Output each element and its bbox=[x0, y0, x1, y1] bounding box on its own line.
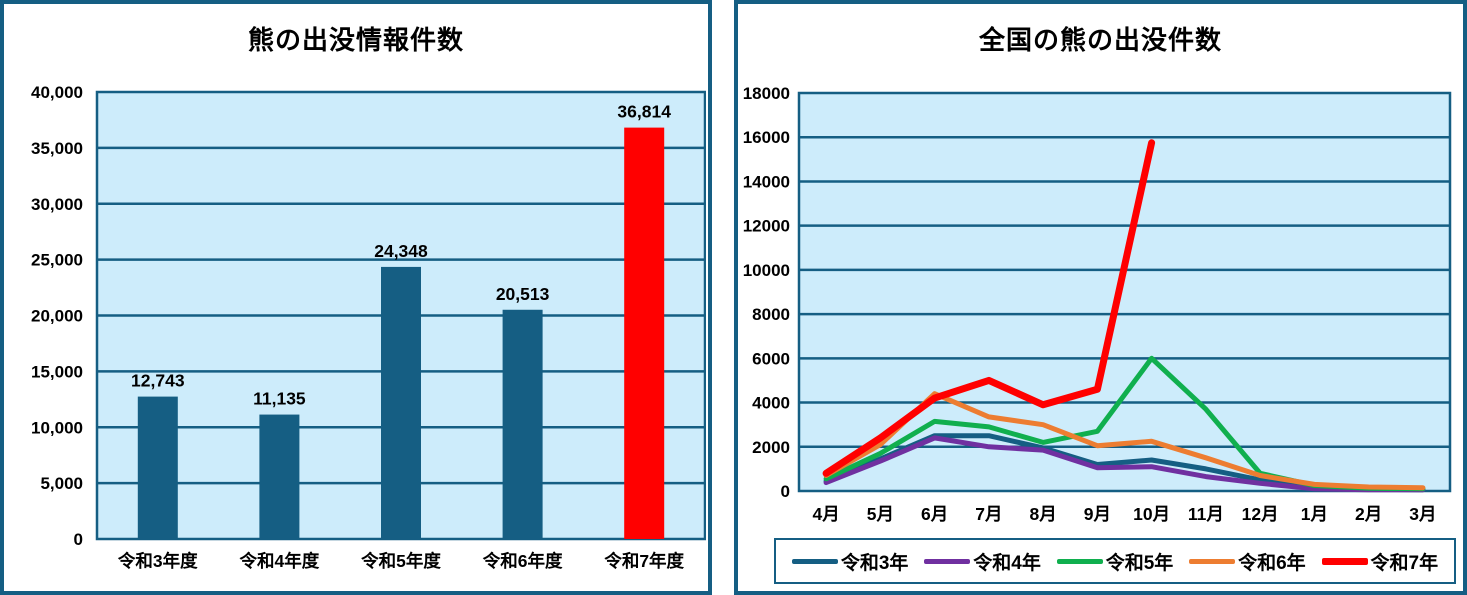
bar-chart-canvas: 0 5,000 10,000 15,000 20,000 25,000 30,000 35,0… bbox=[31, 83, 706, 571]
y-axis-tick-label: 0 bbox=[74, 530, 83, 549]
x-axis-category-label: 令和7年度 bbox=[604, 551, 684, 571]
legend-line-swatch bbox=[924, 558, 971, 564]
y-axis-tick-label: 5,000 bbox=[40, 474, 83, 493]
y-axis-tick-label: 0 bbox=[781, 482, 790, 501]
legend-label: 令和6年 bbox=[1238, 552, 1306, 574]
x-axis-category-label: 令和6年度 bbox=[483, 551, 563, 571]
y-axis-tick-label: 10,000 bbox=[31, 418, 83, 437]
y-axis-tick-label: 12000 bbox=[743, 217, 790, 236]
x-axis-month-label: 9月 bbox=[1084, 504, 1111, 524]
y-axis-tick-label: 6000 bbox=[752, 349, 790, 368]
x-axis-month-label: 4月 bbox=[813, 504, 840, 524]
legend-label: 令和7年 bbox=[1370, 552, 1439, 574]
bar-令和5年度 bbox=[381, 266, 421, 539]
legend-line-swatch bbox=[1189, 558, 1236, 564]
x-axis-month-label: 11月 bbox=[1188, 504, 1224, 524]
legend-item-令和5年: 令和5年 bbox=[1056, 548, 1174, 575]
y-axis-tick-label: 40,000 bbox=[31, 83, 83, 102]
x-axis-month-label: 6月 bbox=[921, 504, 948, 524]
x-axis-month-label: 10月 bbox=[1133, 504, 1170, 524]
line-chart-panel: 全国の熊の出没件数 0 2000 4000 6000 8000 10000 12000 140… bbox=[734, 0, 1467, 595]
x-axis-month-label: 1月 bbox=[1301, 504, 1328, 524]
bar-value-label: 12,743 bbox=[131, 371, 185, 391]
bar-chart-panel: 熊の出没情報件数 0 5,000 10,000 15,000 20,000 25,000 3… bbox=[0, 0, 712, 595]
legend-line-swatch bbox=[791, 558, 838, 564]
legend-line-swatch bbox=[1321, 557, 1368, 565]
y-axis-tick-label: 25,000 bbox=[31, 251, 83, 270]
plot-area bbox=[797, 91, 1452, 493]
bar-令和4年度 bbox=[259, 414, 300, 539]
x-axis-category-label: 令和5年度 bbox=[361, 551, 441, 571]
x-axis-month-label: 7月 bbox=[975, 504, 1002, 524]
x-axis-category-label: 令和4年度 bbox=[240, 551, 320, 571]
y-axis-tick-label: 20,000 bbox=[31, 307, 83, 326]
y-axis-tick-label: 10000 bbox=[743, 261, 790, 280]
y-axis-tick-label: 35,000 bbox=[31, 139, 83, 158]
legend-line-swatch bbox=[1056, 558, 1103, 564]
legend-label: 令和4年 bbox=[973, 552, 1041, 574]
legend-item-令和7年: 令和7年 bbox=[1321, 548, 1439, 575]
bar-令和6年度 bbox=[502, 309, 543, 539]
bar-chart-title: 熊の出没情報件数 bbox=[247, 25, 464, 55]
bar-value-label: 20,513 bbox=[496, 284, 550, 304]
y-axis-tick-label: 4000 bbox=[752, 394, 790, 413]
y-axis-tick-label: 30,000 bbox=[31, 195, 83, 214]
x-axis-category-label: 令和3年度 bbox=[118, 551, 198, 571]
bar-令和7年度 bbox=[624, 127, 665, 539]
x-axis-month-label: 3月 bbox=[1409, 504, 1436, 524]
y-axis-tick-label: 16000 bbox=[743, 128, 790, 147]
legend-label: 令和3年 bbox=[840, 552, 909, 574]
bar-令和3年度 bbox=[137, 396, 178, 539]
x-axis-month-label: 12月 bbox=[1242, 504, 1279, 524]
bar-value-label: 36,814 bbox=[617, 102, 671, 122]
y-axis-tick-label: 8000 bbox=[752, 305, 790, 324]
y-axis-tick-label: 2000 bbox=[752, 438, 790, 457]
bar-value-label: 24,348 bbox=[374, 241, 428, 261]
x-axis-month-label: 5月 bbox=[867, 504, 894, 524]
line-chart-legend: 令和3年 令和4年 令和5年 令和6年 令和7年 bbox=[774, 538, 1456, 584]
legend-label: 令和5年 bbox=[1105, 552, 1174, 574]
bar-value-label: 11,135 bbox=[253, 389, 306, 409]
y-axis-tick-label: 14000 bbox=[743, 172, 790, 191]
y-axis-tick-label: 18000 bbox=[743, 84, 790, 103]
line-series-令和4年 bbox=[823, 435, 1426, 493]
line-chart-canvas: 0 2000 4000 6000 8000 10000 12000 14000 16000 180… bbox=[743, 84, 1452, 524]
x-axis-month-label: 2月 bbox=[1355, 504, 1382, 524]
legend-item-令和3年: 令和3年 bbox=[791, 548, 909, 575]
x-axis-month-label: 8月 bbox=[1030, 504, 1057, 524]
y-axis-tick-label: 15,000 bbox=[31, 362, 83, 381]
line-series-令和7年 bbox=[822, 139, 1156, 477]
legend-item-令和4年: 令和4年 bbox=[924, 548, 1041, 575]
legend-item-令和6年: 令和6年 bbox=[1189, 548, 1306, 575]
line-chart-title: 全国の熊の出没件数 bbox=[978, 25, 1222, 55]
